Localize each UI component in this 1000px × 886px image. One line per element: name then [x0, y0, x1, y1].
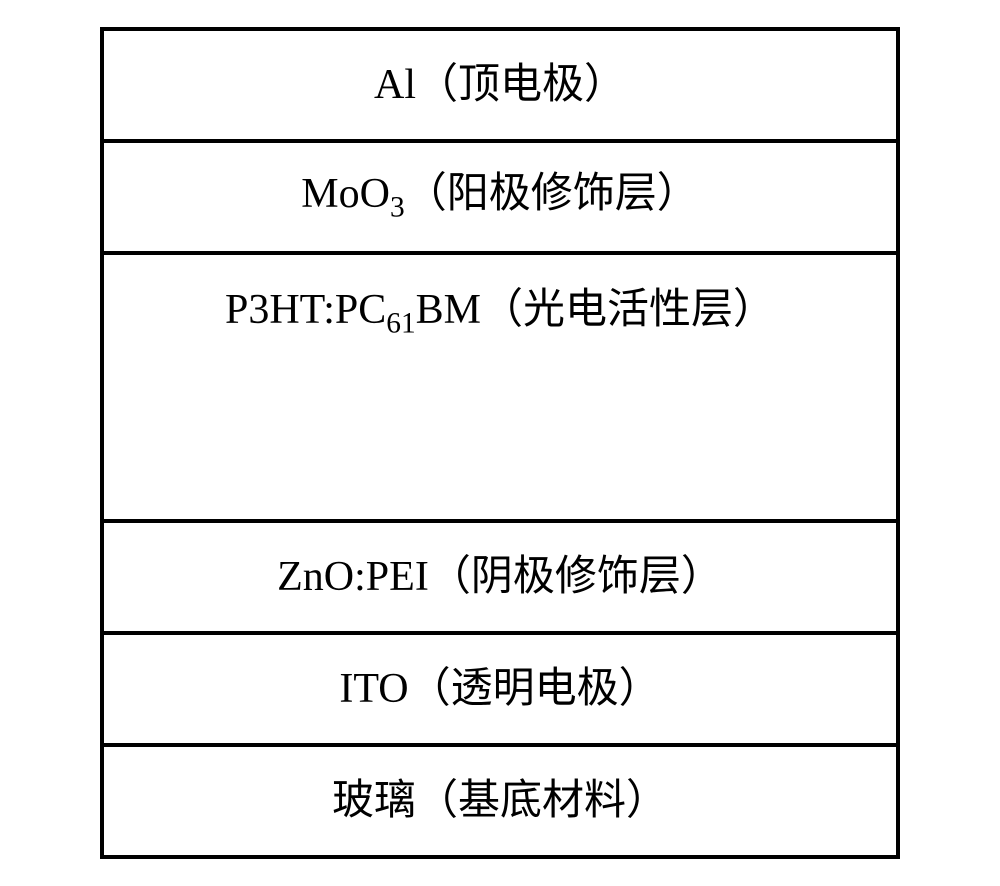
layer-top-electrode: Al（顶电极）: [104, 31, 896, 143]
layer-label: P3HT:PC61BM（光电活性层）: [225, 283, 775, 343]
subscript-text: 3: [390, 192, 405, 224]
material-text: P3HT:PC: [225, 287, 386, 333]
layer-stack-diagram: Al（顶电极） MoO3（阳极修饰层） P3HT:PC61BM（光电活性层） ZnO:…: [100, 27, 900, 859]
layer-transparent-el: ITO（透明电极）: [104, 635, 896, 747]
layer-anode-mod: MoO3（阳极修饰层）: [104, 143, 896, 255]
description-text: （阴极修饰层）: [429, 554, 723, 600]
description-text: 玻璃（基底材料）: [332, 778, 668, 824]
layer-label: MoO3（阳极修饰层）: [301, 167, 698, 227]
layer-label: Al（顶电极）: [374, 58, 626, 113]
layer-label: 玻璃（基底材料）: [332, 774, 668, 829]
layer-label: ZnO:PEI（阴极修饰层）: [277, 550, 723, 605]
layer-active-layer: P3HT:PC61BM（光电活性层）: [104, 255, 896, 523]
subscript-text: 61: [386, 307, 415, 339]
description-text: （透明电极）: [409, 666, 661, 712]
description-text: BM（光电活性层）: [416, 287, 775, 333]
layer-label: ITO（透明电极）: [339, 662, 660, 717]
description-text: （阳极修饰层）: [405, 171, 699, 217]
material-text: Al: [374, 62, 416, 108]
description-text: （顶电极）: [416, 62, 626, 108]
material-text: ITO: [339, 666, 408, 712]
material-text: MoO: [301, 171, 390, 217]
layer-substrate: 玻璃（基底材料）: [104, 747, 896, 859]
material-text: ZnO:PEI: [277, 554, 429, 600]
layer-cathode-mod: ZnO:PEI（阴极修饰层）: [104, 523, 896, 635]
